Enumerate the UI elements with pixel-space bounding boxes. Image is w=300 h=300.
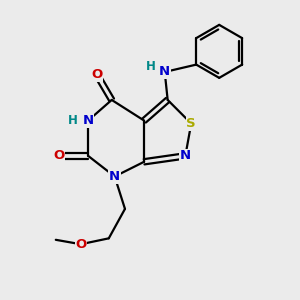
Text: H: H (68, 114, 78, 127)
Text: N: N (180, 149, 191, 162)
Text: N: N (82, 114, 94, 127)
Text: O: O (92, 68, 103, 81)
Text: O: O (75, 238, 86, 251)
Text: S: S (186, 117, 196, 130)
Text: H: H (146, 60, 155, 73)
Text: O: O (53, 149, 64, 162)
Text: N: N (109, 170, 120, 183)
Text: N: N (159, 65, 170, 79)
